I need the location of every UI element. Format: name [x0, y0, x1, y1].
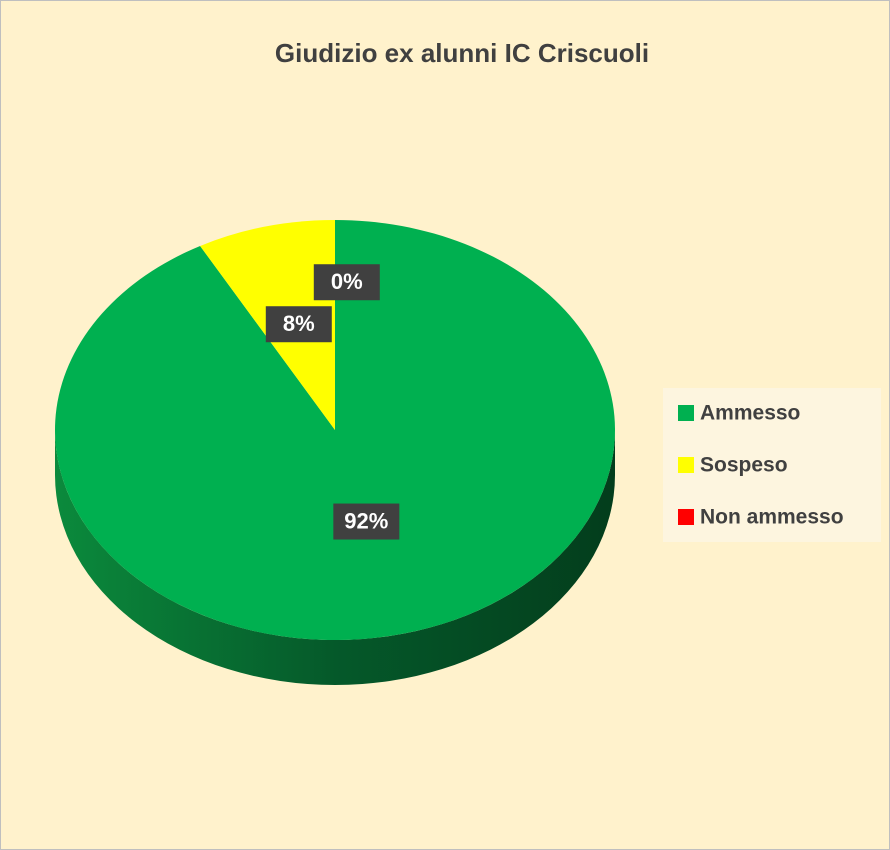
- data-label: 8%: [283, 311, 315, 336]
- legend-box: [663, 388, 881, 542]
- data-label-box: [313, 264, 380, 301]
- data-label: 92%: [344, 508, 388, 533]
- legend-swatch: [678, 405, 694, 421]
- legend-swatch: [678, 509, 694, 525]
- data-label: 0%: [331, 269, 363, 294]
- data-label-box: [265, 306, 332, 343]
- legend-swatch: [678, 457, 694, 473]
- pie-side: [55, 430, 615, 685]
- legend-label: Sospeso: [700, 454, 788, 477]
- data-label-box: [333, 503, 400, 540]
- legend-label: Non ammesso: [700, 506, 844, 529]
- chart-title: Giudizio ex alunni IC Criscuoli: [275, 38, 649, 68]
- legend-label: Ammesso: [700, 402, 800, 425]
